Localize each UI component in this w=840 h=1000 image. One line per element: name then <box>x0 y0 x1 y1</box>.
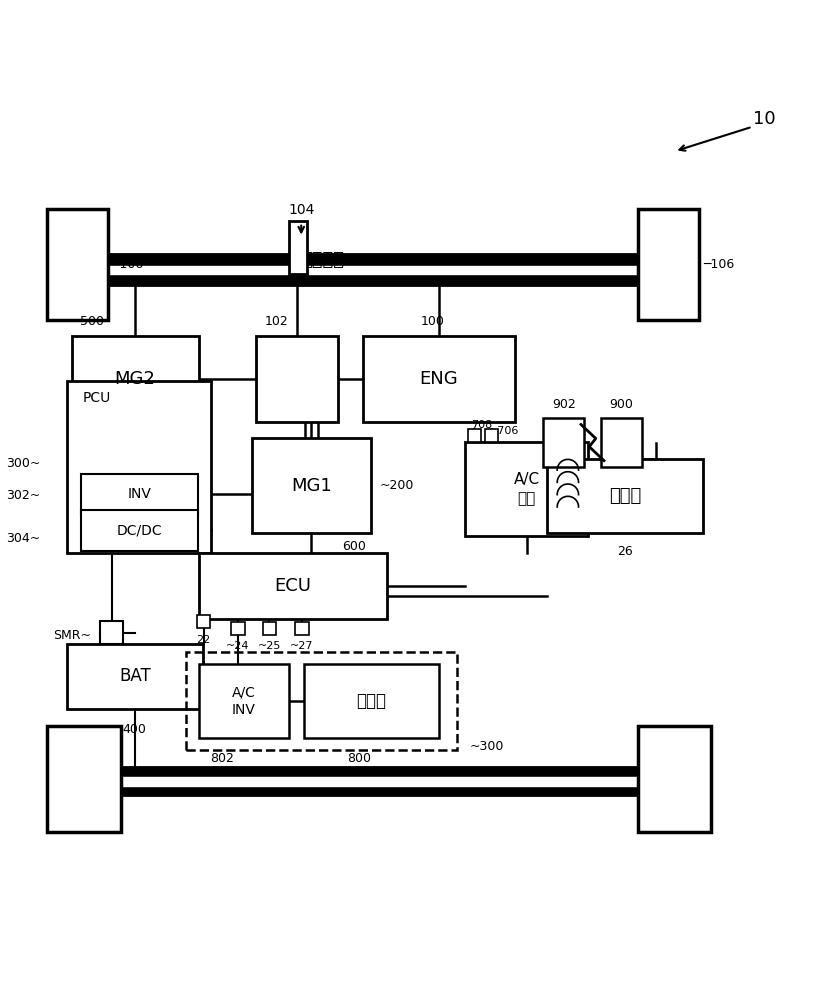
Text: 26: 26 <box>617 545 633 558</box>
Bar <box>71 336 199 422</box>
Text: ~706: ~706 <box>489 426 519 436</box>
Text: 500: 500 <box>80 315 104 328</box>
Text: ~25: ~25 <box>258 641 281 651</box>
Text: 304~: 304~ <box>6 532 40 545</box>
Bar <box>100 621 123 644</box>
Bar <box>468 429 481 442</box>
Text: ENG: ENG <box>419 370 458 388</box>
Text: 802: 802 <box>210 752 234 765</box>
Bar <box>199 664 289 738</box>
Bar <box>81 474 198 515</box>
Bar <box>67 644 202 709</box>
Text: 704: 704 <box>595 461 619 474</box>
Text: MG2: MG2 <box>114 370 155 388</box>
Text: 302~: 302~ <box>6 489 40 502</box>
Text: DC/DC: DC/DC <box>117 523 162 537</box>
Text: A/C
INV: A/C INV <box>232 685 255 717</box>
Text: ~702: ~702 <box>595 485 629 498</box>
Bar <box>296 622 308 635</box>
Text: 902: 902 <box>552 398 575 411</box>
Bar <box>186 652 457 750</box>
Bar <box>81 510 198 551</box>
Text: ~300: ~300 <box>470 740 504 753</box>
Bar <box>485 429 498 442</box>
Bar <box>363 336 515 422</box>
Text: 102: 102 <box>265 315 288 328</box>
Text: ─106: ─106 <box>703 258 734 271</box>
Text: ~27: ~27 <box>291 641 314 651</box>
Bar <box>263 622 276 635</box>
Bar <box>548 459 703 533</box>
Text: 900: 900 <box>609 398 633 411</box>
Text: ~200: ~200 <box>379 479 413 492</box>
Bar <box>289 221 307 274</box>
Text: 600: 600 <box>342 540 366 553</box>
Text: BAT: BAT <box>119 667 151 685</box>
Bar <box>256 336 339 422</box>
Bar <box>304 664 439 738</box>
Text: 708: 708 <box>471 420 492 430</box>
Text: ─106: ─106 <box>113 258 144 271</box>
Text: SMR~: SMR~ <box>53 629 91 642</box>
Bar <box>601 418 642 467</box>
Text: A/C
单元: A/C 单元 <box>514 472 540 506</box>
Bar <box>252 438 371 533</box>
Text: 压缩机: 压缩机 <box>356 692 386 710</box>
Text: MG1: MG1 <box>291 477 332 495</box>
Bar <box>199 553 387 619</box>
Text: 800: 800 <box>347 752 370 765</box>
Bar <box>232 622 244 635</box>
Text: 22: 22 <box>197 635 211 645</box>
Text: ~24: ~24 <box>226 641 249 651</box>
Bar <box>638 726 711 832</box>
Text: 10: 10 <box>753 110 776 128</box>
Text: 104: 104 <box>288 203 314 217</box>
Bar <box>47 209 108 320</box>
Text: 300~: 300~ <box>6 457 40 470</box>
Bar <box>465 442 588 536</box>
Bar <box>67 381 211 553</box>
Text: 通知部: 通知部 <box>609 487 642 505</box>
Bar <box>543 418 585 467</box>
Bar <box>47 726 121 832</box>
Text: 400: 400 <box>123 723 147 736</box>
Text: INV: INV <box>128 487 151 501</box>
Bar <box>638 209 699 320</box>
Text: PCU: PCU <box>82 391 110 405</box>
Text: 100: 100 <box>421 315 444 328</box>
Text: 减速机构: 减速机构 <box>302 251 344 269</box>
Bar <box>197 615 210 628</box>
Text: ECU: ECU <box>275 577 312 595</box>
